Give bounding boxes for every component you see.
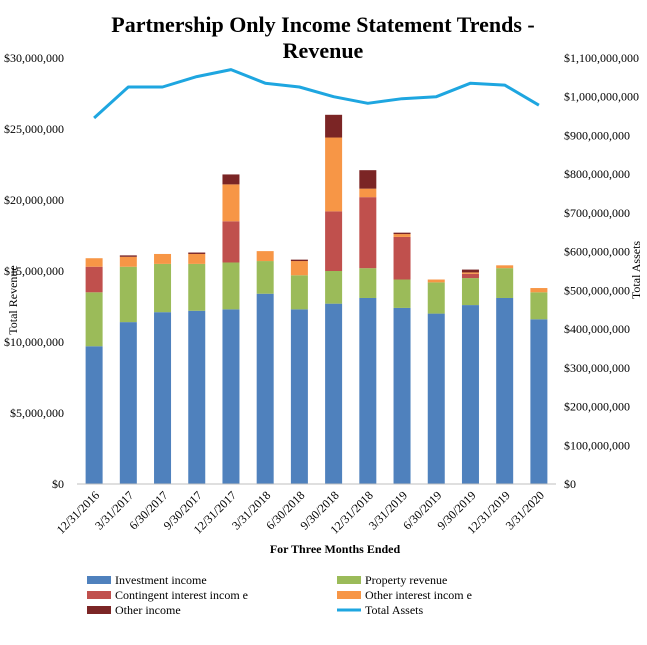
bar-segment-other-income xyxy=(359,170,377,189)
bar-segment-other-interest-income xyxy=(530,288,548,293)
legend-label: Property revenue xyxy=(365,573,447,587)
y2-tick-label: $800,000,000 xyxy=(564,167,630,181)
bar-segment-property-revenue xyxy=(496,268,514,298)
bar-segment-other-interest-income xyxy=(85,258,103,267)
bar-segment-investment-income xyxy=(290,309,308,484)
bar-segment-other-interest-income xyxy=(325,137,343,212)
legend-label: Contingent interest incom e xyxy=(115,588,248,602)
bar-segment-investment-income xyxy=(393,307,411,484)
y-tick-label: $25,000,000 xyxy=(4,122,64,136)
y2-tick-label: $0 xyxy=(564,477,576,491)
y2-tick-label: $400,000,000 xyxy=(564,322,630,336)
y2-tick-label: $600,000,000 xyxy=(564,245,630,259)
bar-segment-other-income xyxy=(119,255,137,257)
bar-segment-property-revenue xyxy=(222,262,240,310)
bar-segment-investment-income xyxy=(222,309,240,484)
legend-swatch xyxy=(87,591,111,599)
bar-segment-property-revenue xyxy=(154,263,172,313)
y-tick-label: $30,000,000 xyxy=(4,51,64,65)
x-tick-label: 12/31/2016 xyxy=(54,488,103,537)
bar-segment-property-revenue xyxy=(359,268,377,298)
bar-segment-contingent-interest-income xyxy=(325,211,343,271)
bar-segment-property-revenue xyxy=(85,292,103,347)
y2-axis-title: Total Assets xyxy=(629,241,643,299)
legend-swatch xyxy=(337,576,361,584)
bar-segment-property-revenue xyxy=(290,275,308,310)
bar-segment-property-revenue xyxy=(188,263,206,311)
bar-segment-investment-income xyxy=(119,322,137,484)
bar-segment-property-revenue xyxy=(256,261,274,294)
y2-tick-label: $200,000,000 xyxy=(564,400,630,414)
y2-tick-label: $1,100,000,000 xyxy=(564,51,639,65)
y-tick-label: $15,000,000 xyxy=(4,264,64,278)
legend-label: Total Assets xyxy=(365,603,423,617)
y2-tick-label: $500,000,000 xyxy=(564,283,630,297)
legend-label: Other income xyxy=(115,603,181,617)
y2-tick-label: $300,000,000 xyxy=(564,361,630,375)
bar-segment-property-revenue xyxy=(461,278,479,306)
bar-segment-contingent-interest-income xyxy=(359,197,377,269)
plot-area: $0 $5,000,000 $10,000,000 $15,000,000 $20,00… xyxy=(4,51,639,537)
bar-segment-contingent-interest-income xyxy=(393,236,411,280)
bar-segment-other-income xyxy=(290,259,308,262)
bar-segment-other-interest-income xyxy=(188,253,206,264)
y-tick-label: $20,000,000 xyxy=(4,193,64,207)
bar-segment-other-interest-income xyxy=(222,184,240,222)
legend-label: Other interest incom e xyxy=(365,588,472,602)
total-assets-line xyxy=(93,68,540,120)
y2-tick-label: $1,000,000,000 xyxy=(564,90,639,104)
y-tick-label: $10,000,000 xyxy=(4,335,64,349)
bar-segment-property-revenue xyxy=(119,266,137,323)
bar-segment-property-revenue xyxy=(393,279,411,308)
bar-segment-other-interest-income xyxy=(256,251,274,262)
bar-segment-other-interest-income xyxy=(119,256,137,267)
bar-segment-investment-income xyxy=(325,303,343,484)
bar-segment-investment-income xyxy=(154,312,172,484)
chart-title-line1: Partnership Only Income Statement Trends… xyxy=(111,12,535,37)
bar-segment-other-income xyxy=(393,232,411,235)
legend: Investment income Property revenue Conting… xyxy=(87,573,472,617)
bar-segment-investment-income xyxy=(530,319,548,484)
bar-segment-contingent-interest-income xyxy=(85,266,103,293)
legend-label: Investment income xyxy=(115,573,207,587)
bar-segment-investment-income xyxy=(461,305,479,484)
bar-segment-other-interest-income xyxy=(496,265,514,269)
bar-segment-investment-income xyxy=(427,313,445,484)
bar-segment-property-revenue xyxy=(427,282,445,314)
y-axis-title: Total Revenue xyxy=(6,265,20,334)
bar-segment-other-interest-income xyxy=(154,253,172,264)
bar-segment-investment-income xyxy=(256,293,274,484)
bar-segment-investment-income xyxy=(188,310,206,484)
bar-segment-contingent-interest-income xyxy=(461,273,479,279)
chart-title-line2: Revenue xyxy=(283,38,364,63)
y-tick-label: $5,000,000 xyxy=(10,406,64,420)
bar-segment-other-income xyxy=(325,114,343,138)
bar-segment-investment-income xyxy=(496,297,514,484)
bar-segment-contingent-interest-income xyxy=(222,221,240,263)
y2-tick-label: $700,000,000 xyxy=(564,206,630,220)
bar-segment-other-interest-income xyxy=(359,188,377,198)
bar-segment-other-interest-income xyxy=(461,272,479,274)
bar-segment-other-interest-income xyxy=(393,234,411,237)
bar-segment-other-income xyxy=(222,174,240,185)
bar-segment-property-revenue xyxy=(325,271,343,304)
bar-segment-property-revenue xyxy=(530,292,548,320)
y2-tick-label: $100,000,000 xyxy=(564,438,630,452)
bar-segment-other-interest-income xyxy=(427,279,445,283)
bar-segment-other-interest-income xyxy=(290,261,308,276)
y2-tick-label: $900,000,000 xyxy=(564,128,630,142)
y-tick-label: $0 xyxy=(52,477,64,491)
bar-segment-investment-income xyxy=(85,346,103,484)
legend-swatch xyxy=(87,606,111,614)
legend-swatch xyxy=(87,576,111,584)
bar-segment-other-income xyxy=(188,252,206,254)
x-axis-title: For Three Months Ended xyxy=(270,542,401,556)
legend-swatch xyxy=(337,591,361,599)
bar-segment-other-income xyxy=(461,269,479,273)
bar-segment-investment-income xyxy=(359,297,377,484)
